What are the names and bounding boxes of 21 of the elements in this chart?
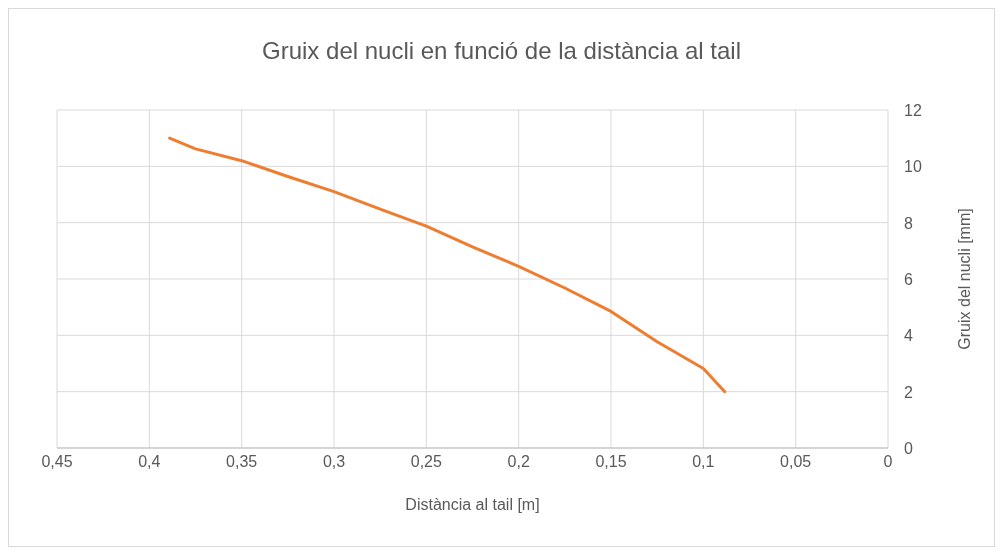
y-tick-label: 6 <box>904 271 913 288</box>
x-tick-label: 0,3 <box>322 453 346 471</box>
y-tick-label: 2 <box>904 383 913 401</box>
y-tick-label: 10 <box>904 158 922 176</box>
x-axis-title: Distància al tail [m] <box>405 496 540 513</box>
x-tick-label: 0,1 <box>692 453 715 471</box>
x-tick-label: 0,4 <box>138 453 161 471</box>
x-tick-label: 0,45 <box>41 453 73 471</box>
y-axis-title: Gruix del nucli [mm] <box>955 208 973 350</box>
chart-title: Gruix del nucli en funció de la distància al tail <box>261 37 742 65</box>
x-tick-label: 0,25 <box>410 453 443 471</box>
x-tick-label: 0,2 <box>507 453 530 471</box>
y-tick-label: 4 <box>904 327 913 345</box>
line-series <box>168 136 727 394</box>
y-tick-label: 8 <box>904 214 913 232</box>
x-tick-label: 0,35 <box>226 453 258 471</box>
y-tick-label: 12 <box>904 102 922 119</box>
x-tick-label: 0,15 <box>595 453 627 471</box>
x-tick-label: 0 <box>883 453 893 471</box>
x-tick-label: 0,05 <box>780 453 812 471</box>
y-tick-label: 0 <box>904 440 913 457</box>
